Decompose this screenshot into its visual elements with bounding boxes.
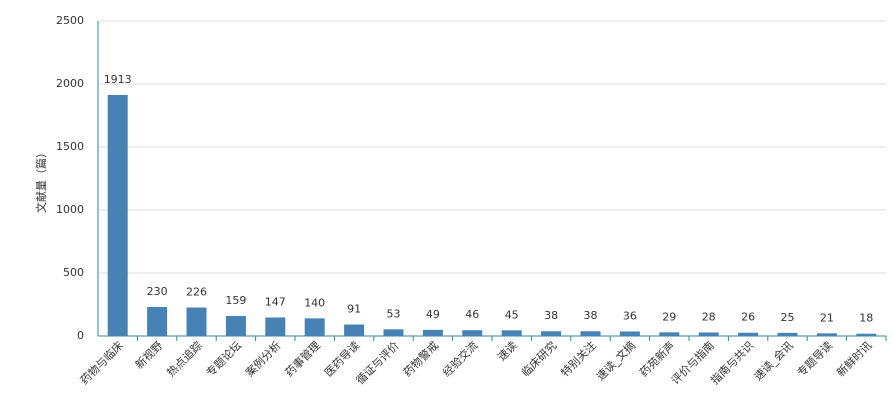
bar: [344, 324, 365, 336]
x-tick-label: 新鲜时讯: [834, 338, 875, 379]
y-tick-label: 2000: [56, 77, 84, 90]
bar: [698, 332, 719, 336]
y-tick-label: 0: [77, 329, 84, 342]
bar: [541, 331, 562, 336]
data-label: 147: [265, 295, 286, 308]
bar: [225, 315, 246, 336]
data-label: 29: [662, 310, 676, 323]
data-label: 49: [426, 308, 440, 321]
x-tick-label: 速读: [494, 338, 519, 363]
x-tick-label: 专题论坛: [203, 338, 244, 379]
data-label: 45: [505, 308, 519, 321]
data-label: 25: [781, 311, 795, 324]
x-tick-label: 专题导读: [794, 338, 835, 379]
bar: [107, 94, 128, 336]
data-label: 46: [465, 308, 479, 321]
x-tick-label: 经验交流: [440, 338, 481, 379]
bar: [422, 329, 443, 336]
data-label: 38: [544, 309, 558, 322]
x-tick-label: 热点追踪: [164, 338, 205, 379]
data-label: 230: [147, 285, 168, 298]
data-label: 38: [584, 309, 598, 322]
data-label: 21: [820, 311, 834, 324]
x-tick-label: 案例分析: [243, 338, 284, 379]
bar: [304, 318, 325, 336]
y-tick-label: 500: [63, 266, 84, 279]
data-label: 1913: [104, 73, 132, 86]
bar: [738, 332, 759, 336]
data-label: 18: [859, 312, 873, 325]
bar: [856, 333, 877, 336]
data-label: 159: [225, 294, 246, 307]
bar: [462, 330, 483, 336]
bar: [816, 333, 837, 336]
bar: [777, 332, 798, 336]
bar: [147, 307, 168, 336]
x-tick-label: 指南与共识: [708, 338, 757, 387]
x-tick-label: 药物警戒: [400, 338, 441, 379]
y-axis-label: 文献量（篇）: [34, 147, 48, 213]
bar: [580, 331, 601, 336]
x-tick-label: 新视野: [132, 338, 165, 371]
y-tick-label: 1000: [56, 203, 84, 216]
x-tick-label: 医药导读: [321, 338, 362, 379]
bar: [186, 307, 207, 336]
data-label: 226: [186, 286, 207, 299]
bar: [501, 330, 522, 336]
data-label: 36: [623, 309, 637, 322]
y-tick-label: 1500: [56, 140, 84, 153]
x-tick-label: 特别关注: [558, 338, 599, 379]
data-label: 28: [702, 310, 716, 323]
x-tick-label: 临床研究: [518, 338, 559, 379]
bar: [619, 331, 640, 336]
x-tick-label: 药物与临床: [77, 338, 126, 387]
y-tick-label: 2500: [56, 14, 84, 27]
data-label: 26: [741, 311, 755, 324]
x-tick-label: 药苑新声: [637, 338, 678, 379]
data-label: 140: [304, 296, 325, 309]
x-tick-label: 循证与评价: [354, 339, 402, 387]
data-label: 91: [347, 303, 361, 316]
data-label: 53: [387, 307, 401, 320]
x-tick-label: 药事管理: [282, 338, 323, 379]
bar: [659, 332, 680, 336]
x-tick-label: 速读_会讯: [751, 338, 796, 383]
x-tick-label: 速读_文摘: [593, 338, 638, 383]
bar: [383, 329, 404, 336]
bar: [265, 317, 286, 336]
